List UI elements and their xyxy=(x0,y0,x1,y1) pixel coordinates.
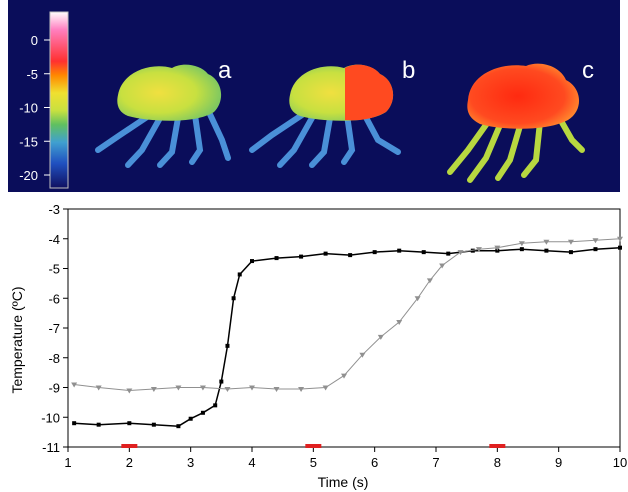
colorbar-tick-label: -10 xyxy=(19,101,38,116)
data-point xyxy=(96,422,101,427)
data-point xyxy=(372,250,377,255)
data-point xyxy=(199,385,206,391)
data-point xyxy=(567,239,574,245)
x-tick-label: 4 xyxy=(248,455,255,470)
colorbar-tick-label: -20 xyxy=(19,168,38,183)
data-point xyxy=(414,296,421,302)
y-tick-label: -6 xyxy=(48,291,60,306)
data-point xyxy=(151,422,156,427)
data-point xyxy=(348,253,353,258)
colorbar xyxy=(49,11,69,189)
event-marker xyxy=(489,444,506,448)
data-point xyxy=(213,403,218,408)
panel-label-c: c xyxy=(582,57,594,84)
y-tick-label: -11 xyxy=(42,440,60,455)
y-tick-label: -7 xyxy=(48,321,60,336)
data-point xyxy=(593,247,598,252)
x-tick-label: 10 xyxy=(613,455,627,470)
data-point xyxy=(237,272,242,277)
data-point xyxy=(273,386,280,392)
data-point xyxy=(95,385,102,391)
beetle-b xyxy=(249,64,401,168)
panel-label-b: b xyxy=(402,57,415,84)
data-point xyxy=(544,248,549,253)
data-point xyxy=(250,259,254,264)
data-point xyxy=(71,382,78,388)
data-point xyxy=(231,296,236,301)
data-point xyxy=(176,424,181,429)
data-point xyxy=(397,248,402,253)
data-point xyxy=(568,250,573,255)
x-tick-label: 5 xyxy=(310,455,317,470)
data-point xyxy=(127,421,132,426)
data-point xyxy=(494,245,501,251)
data-point xyxy=(341,373,347,379)
temperature-chart: Temperature (ºC) Time (s) 1 2 3 4 5 6 7 8 9 10 -11… xyxy=(9,202,627,490)
plot-frame xyxy=(67,208,621,448)
data-point xyxy=(439,263,446,269)
data-point xyxy=(359,352,366,358)
colorbar-tick-label: -15 xyxy=(19,134,38,149)
data-point xyxy=(421,250,426,255)
x-tick-label: 2 xyxy=(126,455,133,470)
x-tick-label: 6 xyxy=(371,455,378,470)
x-tick-label: 7 xyxy=(432,455,439,470)
data-point xyxy=(322,385,329,391)
data-point xyxy=(446,251,451,256)
y-tick-label: -10 xyxy=(41,410,60,425)
x-tick-label: 9 xyxy=(555,455,562,470)
event-marker xyxy=(305,444,322,448)
data-point xyxy=(323,251,328,256)
x-tick-label: 1 xyxy=(64,455,71,470)
data-point xyxy=(457,250,464,256)
data-point xyxy=(618,245,622,250)
data-point xyxy=(519,247,524,252)
data-point xyxy=(175,385,182,391)
data-point xyxy=(225,343,230,348)
colorbar-tick-label: -5 xyxy=(26,67,38,82)
colorbar-tick-label: 0 xyxy=(31,33,38,48)
data-point xyxy=(518,241,525,247)
y-tick-label: -3 xyxy=(48,202,60,217)
data-point xyxy=(249,385,255,391)
series-line-2 xyxy=(74,238,621,392)
data-point xyxy=(150,386,157,392)
beetle-a xyxy=(95,64,231,168)
data-point xyxy=(592,238,599,244)
x-tick-label: 8 xyxy=(494,455,501,470)
y-tick-label: -8 xyxy=(48,351,60,366)
x-tick-label: 3 xyxy=(187,455,194,470)
beetle-c xyxy=(447,63,585,183)
data-point xyxy=(426,278,433,284)
y-tick-label: -4 xyxy=(48,232,60,247)
data-point xyxy=(72,421,77,426)
data-point xyxy=(299,254,304,259)
y-tick-label: -5 xyxy=(48,262,60,277)
event-marker xyxy=(121,444,138,448)
colorbar-ticks: 0 -5 -10 -15 -20 xyxy=(19,33,50,183)
series-line-1 xyxy=(74,246,621,427)
y-axis-title: Temperature (ºC) xyxy=(9,286,25,393)
data-point xyxy=(298,386,305,392)
data-point xyxy=(543,239,550,245)
data-point xyxy=(219,379,224,384)
data-point xyxy=(188,416,193,421)
thermal-image-panel: 0 -5 -10 -15 -20 a b xyxy=(8,0,620,192)
data-point xyxy=(617,236,623,242)
y-tick-label: -9 xyxy=(48,381,60,396)
data-point xyxy=(475,247,482,253)
data-point xyxy=(377,334,384,340)
x-axis-title: Time (s) xyxy=(318,474,369,490)
data-point xyxy=(224,386,231,392)
data-point xyxy=(200,410,205,415)
data-point xyxy=(396,320,403,326)
data-point xyxy=(126,388,133,394)
panel-label-a: a xyxy=(218,57,232,84)
data-point xyxy=(274,256,279,261)
